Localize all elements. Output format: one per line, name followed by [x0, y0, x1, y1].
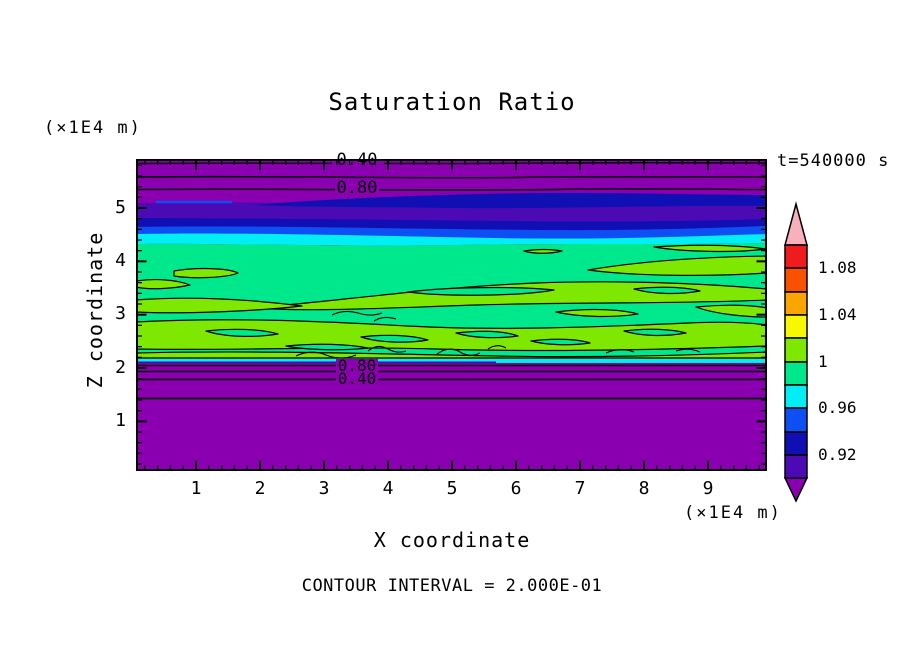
plot-frame	[136, 159, 767, 471]
colorbar-tick-label: 1.04	[818, 305, 857, 324]
lower-purple-field	[136, 363, 767, 471]
cyan-sliver	[136, 359, 767, 363]
colorbar-tick-labels: 1.08 1.04 1 0.96 0.92	[818, 258, 857, 464]
contour-label-040-bottom: 0.40	[336, 369, 378, 388]
z-tick-label: 1	[115, 410, 126, 431]
x-tick-label: 1	[190, 478, 202, 499]
z-tick-label: 5	[115, 197, 126, 218]
colorbar-tick-label: 0.96	[818, 398, 857, 417]
colorbar-tick-label: 1	[818, 352, 828, 371]
x-tick-label: 4	[382, 478, 394, 499]
chartreuse-pockets	[136, 244, 767, 359]
page-title: Saturation Ratio	[328, 88, 576, 116]
contour-label-080-top: 0.80	[335, 178, 379, 198]
green-lenses	[205, 286, 701, 351]
contour-interval-note: CONTOUR INTERVAL = 2.000E-01	[301, 576, 603, 596]
x-axis-unit: (×1E4 m)	[684, 503, 782, 523]
x-tick-label: 8	[638, 478, 650, 499]
x-tick-label: 5	[446, 478, 458, 499]
x-tick-label: 6	[510, 478, 522, 499]
contour-plot	[136, 159, 767, 471]
z-tick-label: 4	[115, 250, 126, 271]
x-tick-label: 7	[574, 478, 586, 499]
colorbar: 1.08 1.04 1 0.96 0.92	[783, 201, 857, 503]
x-tick-label: 2	[254, 478, 266, 499]
line-contours	[136, 161, 767, 400]
contour-squiggles	[295, 310, 701, 359]
x-tick-label: 9	[702, 478, 714, 499]
label-gap	[332, 160, 384, 171]
x-axis-title: X coordinate	[373, 528, 531, 552]
axis-ticks	[137, 160, 766, 470]
z-axis-unit: (×1E4 m)	[44, 118, 142, 138]
colorbar-tick-label: 0.92	[818, 445, 857, 464]
colorbar-segments	[784, 244, 808, 479]
time-label: t=540000 s	[777, 151, 890, 171]
contour-label-040-top: 0.40	[336, 150, 378, 170]
x-tick-label: 3	[318, 478, 330, 499]
colorbar-under-arrow	[783, 477, 809, 503]
z-tick-label: 2	[115, 357, 126, 378]
colorbar-tick-label: 1.08	[818, 258, 857, 277]
contour-label-080-bottom: 0.80	[336, 356, 378, 375]
z-tick-label: 3	[115, 303, 126, 324]
colorbar-over-arrow	[784, 201, 808, 246]
